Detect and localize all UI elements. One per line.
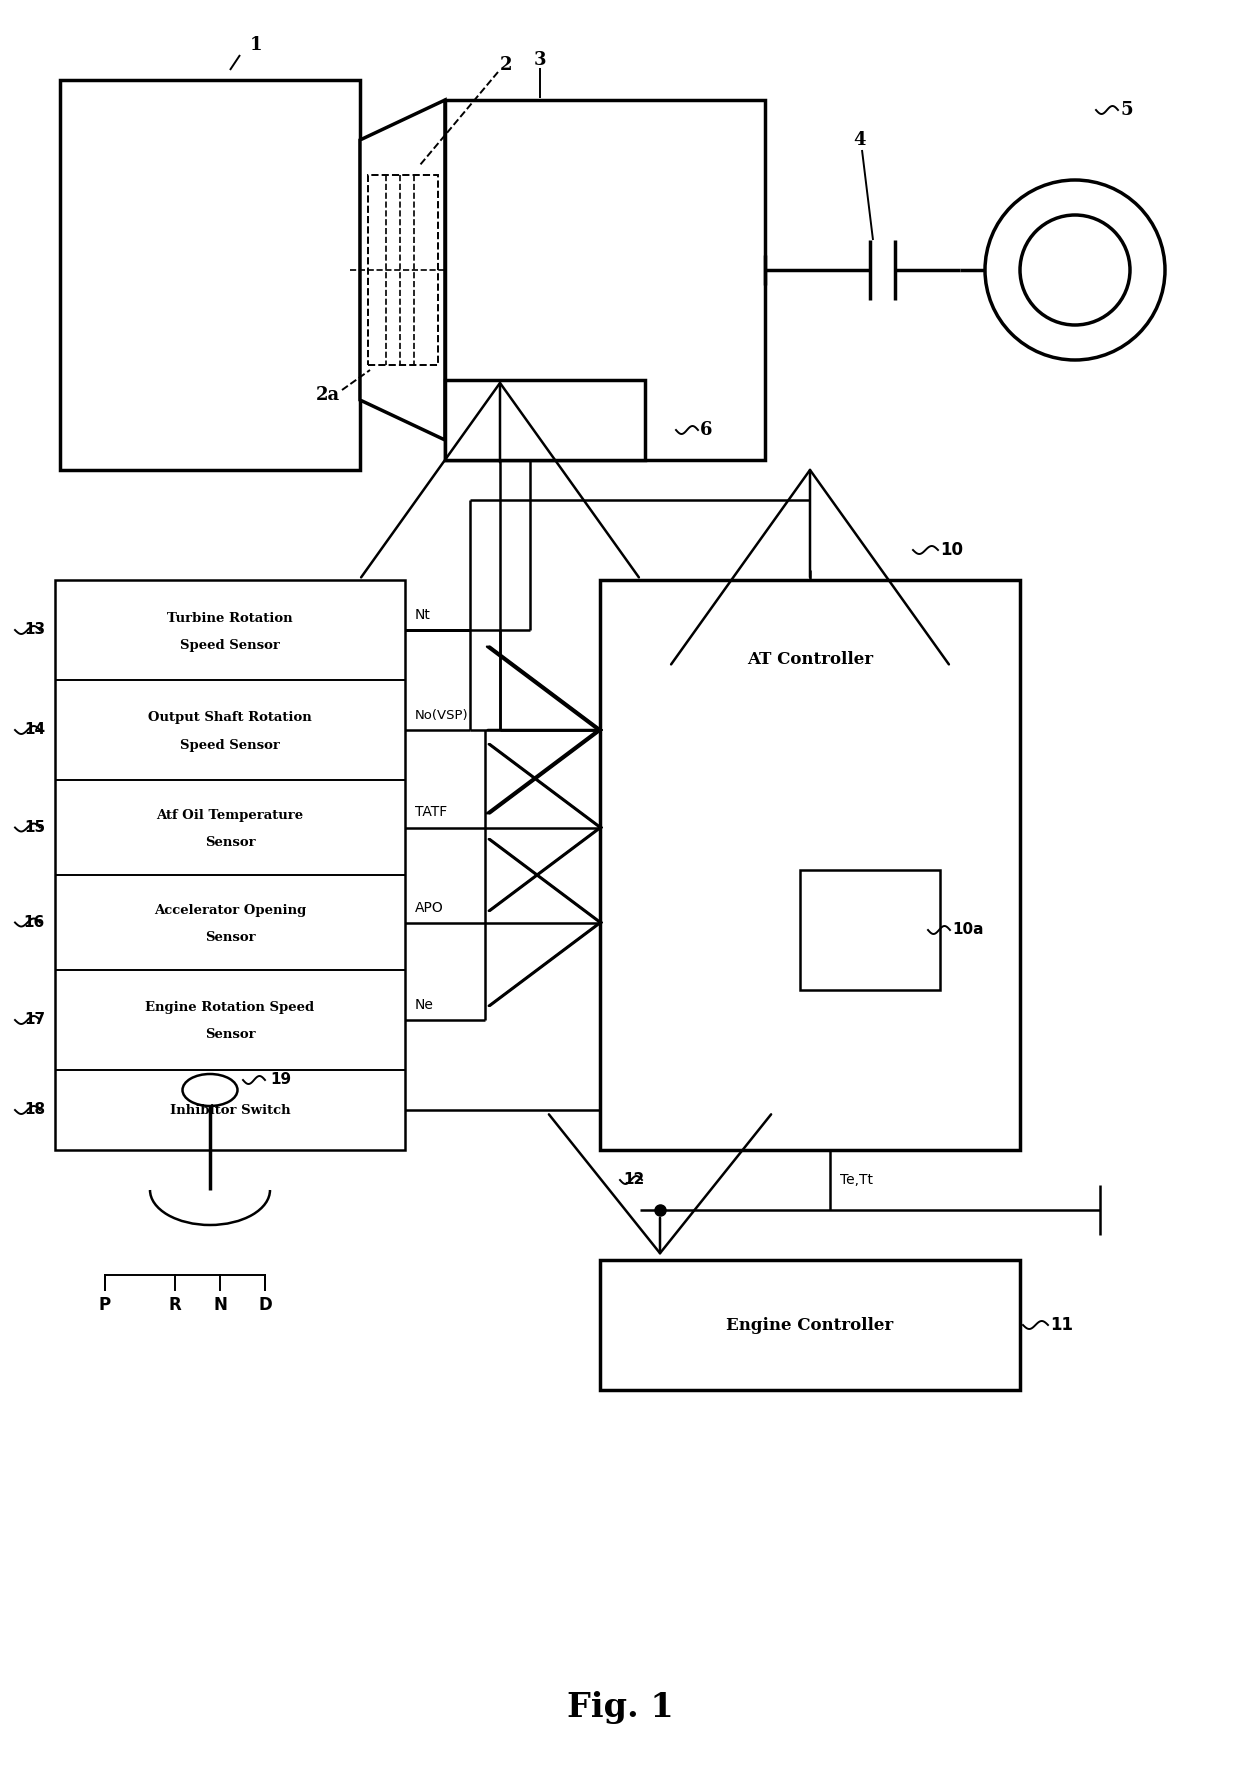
Text: D: D	[258, 1296, 272, 1314]
Bar	[60, 80, 360, 470]
Text: 10: 10	[940, 542, 963, 560]
Text: 3: 3	[533, 52, 547, 70]
Text: Sensor: Sensor	[205, 837, 255, 849]
Text: 11: 11	[1050, 1316, 1073, 1334]
Text: P: P	[99, 1296, 112, 1314]
Text: Atf Oil Temperature: Atf Oil Temperature	[156, 808, 304, 822]
Text: 17: 17	[24, 1012, 45, 1028]
Text: 12: 12	[624, 1173, 645, 1187]
Text: Fig. 1: Fig. 1	[567, 1691, 673, 1724]
Text: AT Controller: AT Controller	[746, 651, 873, 669]
Bar	[445, 381, 645, 460]
Text: 10a: 10a	[952, 923, 983, 937]
Text: 4: 4	[854, 131, 867, 148]
Bar	[368, 175, 438, 365]
Text: R: R	[169, 1296, 181, 1314]
Text: 13: 13	[24, 622, 45, 638]
Text: Engine Controller: Engine Controller	[727, 1316, 894, 1334]
Text: 18: 18	[24, 1103, 45, 1118]
Text: 2a: 2a	[316, 386, 340, 404]
Text: 15: 15	[24, 821, 45, 835]
Text: APO: APO	[415, 901, 444, 914]
Text: Accelerator Opening: Accelerator Opening	[154, 905, 306, 917]
Bar	[55, 579, 405, 1150]
Text: 19: 19	[270, 1073, 291, 1087]
Text: Inhibitor Switch: Inhibitor Switch	[170, 1103, 290, 1116]
Text: 1: 1	[250, 36, 263, 54]
Bar	[800, 871, 940, 991]
Text: 2: 2	[500, 55, 512, 73]
Text: 16: 16	[24, 915, 45, 930]
Text: Speed Sensor: Speed Sensor	[180, 638, 280, 651]
Text: Nt: Nt	[415, 608, 430, 622]
Bar	[600, 579, 1021, 1150]
Polygon shape	[360, 100, 445, 440]
Text: Sensor: Sensor	[205, 932, 255, 944]
Text: TATF: TATF	[415, 806, 448, 819]
Text: Output Shaft Rotation: Output Shaft Rotation	[148, 712, 312, 724]
Bar	[600, 1261, 1021, 1389]
Text: 6: 6	[701, 420, 713, 440]
Text: Engine Rotation Speed: Engine Rotation Speed	[145, 1001, 315, 1014]
Text: Turbine Rotation: Turbine Rotation	[167, 611, 293, 624]
Text: 14: 14	[24, 722, 45, 737]
Text: N: N	[213, 1296, 227, 1314]
Text: No(VSP): No(VSP)	[415, 710, 469, 722]
Text: Speed Sensor: Speed Sensor	[180, 738, 280, 751]
Bar	[445, 100, 765, 460]
Text: 5: 5	[1120, 100, 1132, 120]
Text: Sensor: Sensor	[205, 1028, 255, 1041]
Text: Te,Tt: Te,Tt	[839, 1173, 873, 1187]
Text: Ne: Ne	[415, 998, 434, 1012]
